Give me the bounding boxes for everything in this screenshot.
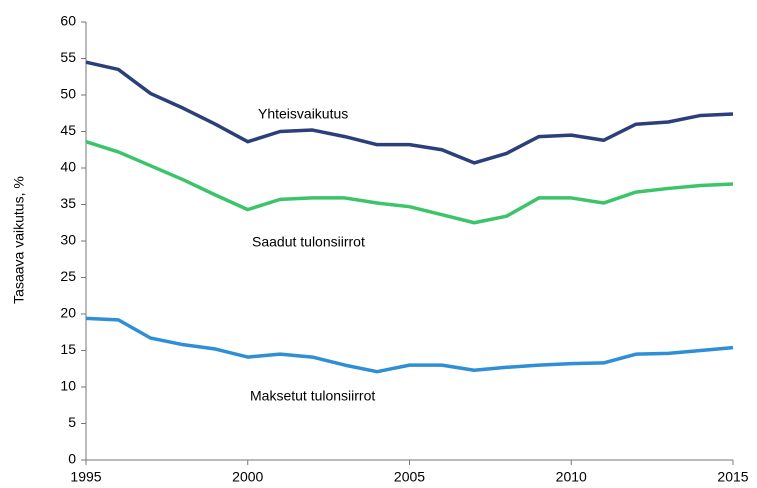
x-tick-label: 2000 — [232, 469, 263, 485]
x-tick-label: 1995 — [70, 469, 101, 485]
y-axis-label: Tasaava vaikutus, % — [11, 176, 27, 304]
y-tick-label: 45 — [60, 122, 76, 138]
y-tick-label: 30 — [60, 232, 76, 248]
y-tick-label: 40 — [60, 159, 76, 175]
series-line — [85, 60, 734, 165]
x-tick-label: 2010 — [556, 469, 587, 485]
series-label: Yhteisvaikutus — [258, 106, 348, 122]
x-tick-label: 2015 — [717, 469, 748, 485]
y-tick-label: 15 — [60, 341, 76, 357]
x-tick-label: 2005 — [394, 469, 425, 485]
y-tick-label: 55 — [60, 49, 76, 65]
series-line — [85, 140, 734, 225]
y-tick-label: 50 — [60, 86, 76, 102]
series-line — [85, 316, 734, 374]
y-tick-label: 0 — [68, 451, 76, 467]
y-tick-label: 25 — [60, 268, 76, 284]
y-tick-label: 60 — [60, 13, 76, 29]
series-label: Maksetut tulonsiirrot — [250, 388, 375, 404]
y-tick-label: 5 — [68, 414, 76, 430]
y-tick-label: 35 — [60, 195, 76, 211]
series-label: Saadut tulonsiirrot — [252, 234, 365, 250]
y-tick-label: 20 — [60, 305, 76, 321]
y-tick-label: 10 — [60, 378, 76, 394]
